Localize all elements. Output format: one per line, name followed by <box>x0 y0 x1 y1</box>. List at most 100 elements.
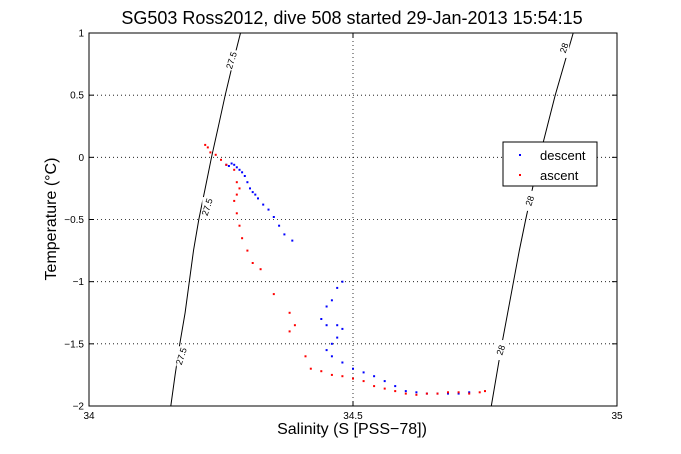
descent-point <box>336 324 339 327</box>
contour-label-bg <box>226 50 237 71</box>
contour-label: 28 <box>495 344 508 357</box>
ascent-point <box>225 163 228 166</box>
ascent-point <box>293 324 296 327</box>
ascent-point <box>206 146 209 149</box>
descent-point <box>278 224 281 227</box>
descent-point <box>254 193 257 196</box>
descent-point <box>249 187 251 190</box>
descent-point <box>243 175 246 177</box>
contour-label-bg <box>559 37 570 58</box>
descent-point <box>325 305 328 308</box>
descent-point <box>283 233 286 236</box>
contour-label-bg <box>495 340 506 361</box>
legend-label-descent: descent <box>540 148 586 163</box>
ascent-point <box>415 393 418 396</box>
ascent-point <box>404 392 407 395</box>
descent-point <box>362 371 365 374</box>
ascent-point <box>241 237 244 240</box>
ascent-point <box>246 249 249 252</box>
contour-label-bg <box>176 346 187 367</box>
ascent-point <box>320 370 323 373</box>
y-tick-label: 0 <box>78 153 84 164</box>
y-tick-label: 0.5 <box>70 91 84 102</box>
ascent-point <box>204 143 207 146</box>
ascent-point <box>436 392 439 395</box>
data-series <box>204 143 486 396</box>
y-tick-label: 1 <box>78 29 84 40</box>
ascent-point <box>330 373 333 376</box>
descent-point <box>394 385 397 388</box>
series-descent <box>225 162 471 395</box>
descent-point <box>241 171 244 174</box>
x-tick-label: 35 <box>611 411 623 422</box>
descent-point <box>320 318 323 320</box>
descent-point <box>341 280 344 283</box>
descent-point <box>468 391 471 394</box>
descent-point <box>233 163 236 166</box>
x-axis-label: Salinity (S [PSS−78]) <box>277 421 427 438</box>
contour-label: 28 <box>524 195 537 208</box>
ascent-point <box>288 330 291 333</box>
y-tick-label: −0.5 <box>64 215 84 226</box>
y-tick-label: −1.5 <box>64 339 84 350</box>
descent-point <box>235 166 238 169</box>
y-tick-label: −2 <box>73 402 85 413</box>
ascent-point <box>220 158 222 161</box>
descent-point <box>404 390 407 393</box>
chart-title: SG503 Ross2012, dive 508 started 29-Jan-… <box>121 8 582 28</box>
ascent-point <box>362 380 365 383</box>
ascent-point <box>238 187 241 190</box>
descent-point <box>373 375 376 378</box>
y-axis-label: Temperature (°C) <box>43 158 60 281</box>
descent-point <box>272 216 275 218</box>
axis-ticks: 34 34.5 35 −2 −1.5 −1 −0.5 0 0.5 1 <box>64 29 623 423</box>
descent-point <box>251 191 254 194</box>
legend-box <box>502 141 598 187</box>
descent-point <box>383 380 386 383</box>
descent-point <box>246 181 249 184</box>
descent-point <box>336 336 339 339</box>
ascent-point <box>373 385 376 388</box>
ascent-point <box>309 367 312 370</box>
ascent-point <box>272 293 275 296</box>
legend-marker-descent <box>519 154 521 156</box>
ascent-point <box>238 224 241 227</box>
descent-point <box>230 162 233 165</box>
ascent-point <box>383 387 386 390</box>
descent-point <box>415 391 418 394</box>
ascent-point <box>233 199 236 202</box>
ascent-point <box>235 193 238 196</box>
ascent-point <box>214 153 217 156</box>
ascent-point <box>235 181 238 184</box>
descent-point <box>238 168 241 171</box>
descent-point <box>257 197 259 200</box>
legend-marker-ascent <box>519 174 521 176</box>
descent-point <box>330 299 333 302</box>
descent-point <box>341 327 344 330</box>
descent-point <box>336 286 339 289</box>
legend: descent ascent <box>502 141 598 187</box>
ascent-point <box>341 375 344 378</box>
descent-point <box>227 165 230 167</box>
ascent-point <box>259 268 262 271</box>
ascent-point <box>468 392 471 395</box>
descent-point <box>330 342 333 345</box>
descent-point <box>267 208 270 211</box>
ascent-point <box>484 390 486 393</box>
ascent-point <box>251 262 254 264</box>
ascent-point <box>394 390 397 393</box>
ascent-point <box>209 151 212 154</box>
x-tick-label: 34.5 <box>343 411 363 422</box>
series-ascent <box>204 143 486 396</box>
descent-point <box>325 324 328 327</box>
contour-label-bg <box>524 190 535 211</box>
descent-point <box>457 392 460 395</box>
descent-point <box>330 355 333 358</box>
descent-point <box>447 392 449 395</box>
descent-point <box>352 367 354 370</box>
descent-point <box>291 239 294 242</box>
descent-point <box>262 203 265 206</box>
